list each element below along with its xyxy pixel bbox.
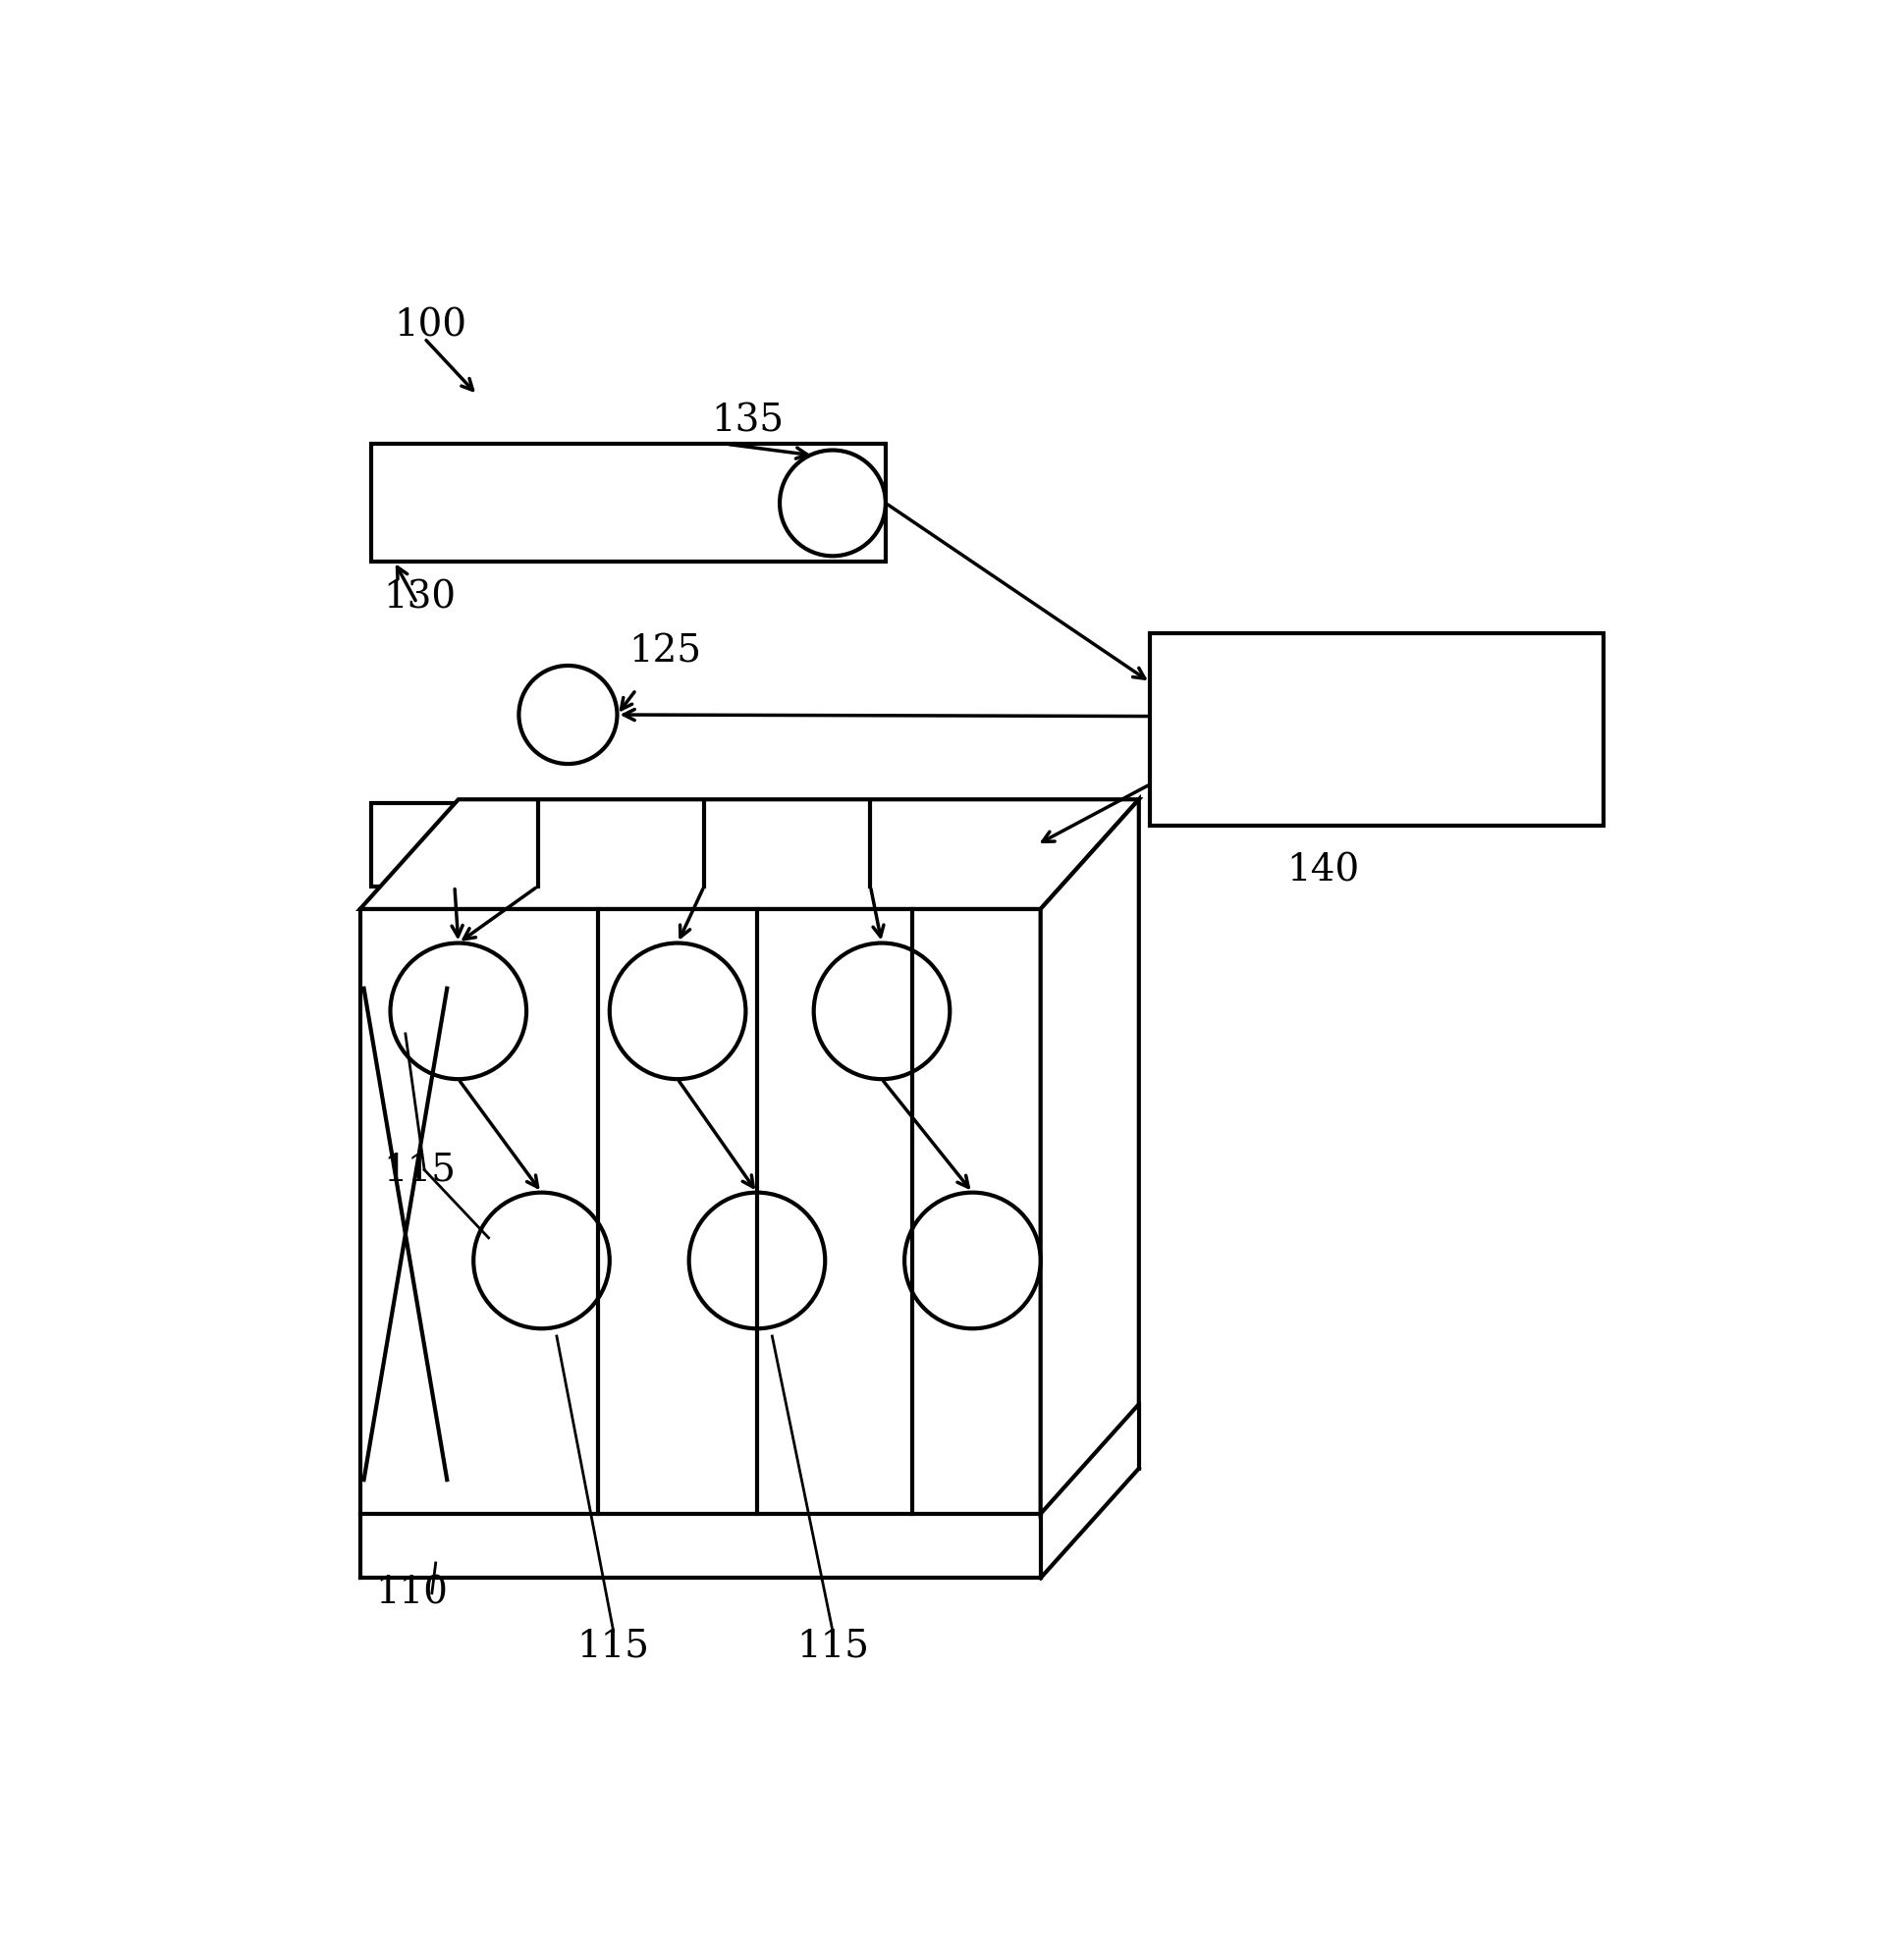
Text: 115: 115: [383, 1153, 455, 1187]
Bar: [371, 804, 1036, 887]
Text: 110: 110: [375, 1575, 447, 1612]
Polygon shape: [360, 908, 1040, 1515]
Circle shape: [390, 943, 526, 1079]
Text: 140: 140: [1285, 852, 1359, 889]
Text: 125: 125: [628, 633, 701, 670]
Circle shape: [609, 943, 744, 1079]
Bar: [1150, 633, 1603, 825]
Text: 100: 100: [394, 308, 466, 345]
Circle shape: [474, 1193, 609, 1329]
Text: 115: 115: [577, 1627, 649, 1664]
Polygon shape: [1040, 800, 1139, 1515]
Circle shape: [904, 1193, 1040, 1329]
Text: 135: 135: [712, 403, 784, 440]
Text: 115: 115: [796, 1627, 868, 1664]
Circle shape: [813, 943, 950, 1079]
Text: 130: 130: [383, 581, 455, 616]
Polygon shape: [360, 800, 1139, 908]
Circle shape: [518, 666, 617, 763]
Bar: [371, 444, 885, 562]
Circle shape: [779, 449, 885, 556]
Circle shape: [689, 1193, 824, 1329]
